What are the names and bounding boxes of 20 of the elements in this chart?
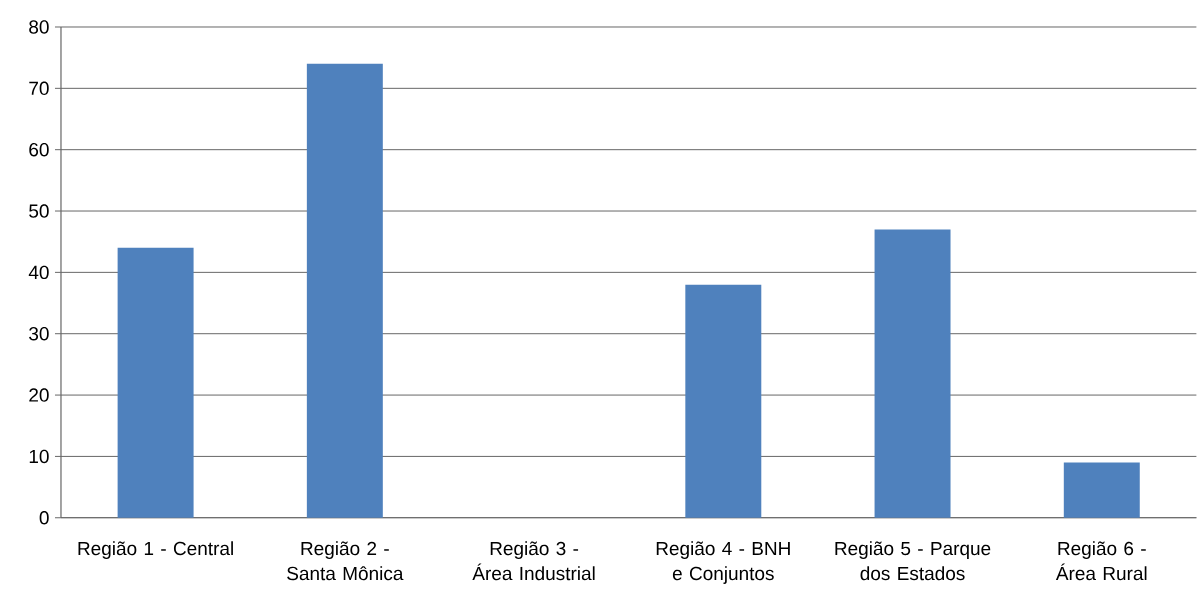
y-tick-label: 60	[29, 143, 49, 157]
x-tick-label: Região 2 - Santa Mônica	[287, 541, 404, 581]
y-tick-label: 50	[29, 204, 49, 218]
bar	[685, 284, 762, 518]
y-tick-label: 70	[29, 81, 49, 96]
y-tick-label: 80	[29, 20, 49, 34]
y-tick-label: 30	[29, 327, 49, 341]
x-tick-label: Região 5 - Parque dos Estados	[835, 541, 991, 581]
bar	[117, 247, 194, 518]
x-tick-label: Região 3 - Área Industrial	[472, 541, 595, 581]
x-tick-label: Região 4 - BNH e Conjuntos	[656, 541, 790, 585]
bar	[874, 229, 951, 518]
x-tick-label: Região 1 - Central	[78, 541, 233, 560]
bar	[1063, 462, 1140, 518]
y-tick-label: 20	[29, 388, 49, 402]
x-tick-label: Região 6 - Área Rural	[1055, 541, 1147, 581]
y-tick-label: 0	[39, 511, 49, 525]
y-tick-label: 40	[28, 265, 49, 280]
bar	[306, 63, 383, 518]
y-tick-label: 10	[29, 449, 49, 464]
